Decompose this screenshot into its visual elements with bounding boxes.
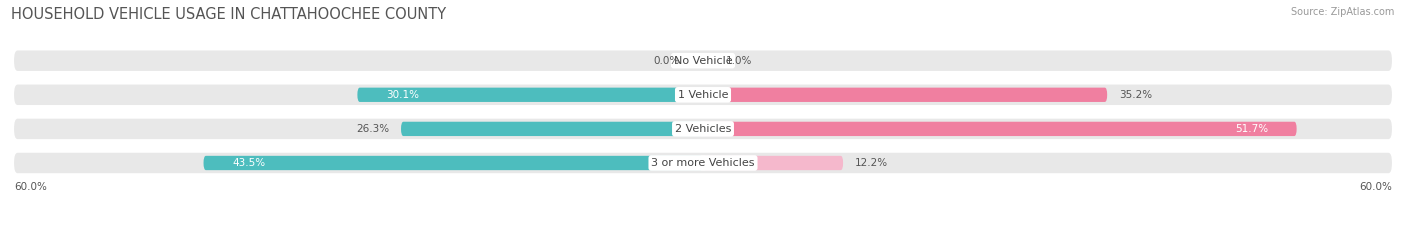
Text: No Vehicle: No Vehicle	[673, 56, 733, 66]
Text: 3 or more Vehicles: 3 or more Vehicles	[651, 158, 755, 168]
FancyBboxPatch shape	[703, 54, 714, 68]
Text: 12.2%: 12.2%	[855, 158, 887, 168]
Text: 1 Vehicle: 1 Vehicle	[678, 90, 728, 100]
FancyBboxPatch shape	[703, 122, 1296, 136]
FancyBboxPatch shape	[14, 119, 1392, 139]
FancyBboxPatch shape	[14, 51, 1392, 71]
FancyBboxPatch shape	[204, 156, 703, 170]
FancyBboxPatch shape	[401, 122, 703, 136]
Text: 51.7%: 51.7%	[1234, 124, 1268, 134]
Text: 43.5%: 43.5%	[232, 158, 266, 168]
FancyBboxPatch shape	[703, 156, 844, 170]
FancyBboxPatch shape	[14, 153, 1392, 173]
Text: 30.1%: 30.1%	[387, 90, 419, 100]
Text: 2 Vehicles: 2 Vehicles	[675, 124, 731, 134]
Text: 60.0%: 60.0%	[14, 182, 46, 192]
FancyBboxPatch shape	[14, 85, 1392, 105]
Text: HOUSEHOLD VEHICLE USAGE IN CHATTAHOOCHEE COUNTY: HOUSEHOLD VEHICLE USAGE IN CHATTAHOOCHEE…	[11, 7, 446, 22]
Text: 1.0%: 1.0%	[725, 56, 752, 66]
Text: 35.2%: 35.2%	[1119, 90, 1152, 100]
FancyBboxPatch shape	[357, 88, 703, 102]
Text: 60.0%: 60.0%	[1360, 182, 1392, 192]
Text: Source: ZipAtlas.com: Source: ZipAtlas.com	[1291, 7, 1395, 17]
Text: 0.0%: 0.0%	[654, 56, 681, 66]
FancyBboxPatch shape	[703, 88, 1107, 102]
Text: 26.3%: 26.3%	[356, 124, 389, 134]
